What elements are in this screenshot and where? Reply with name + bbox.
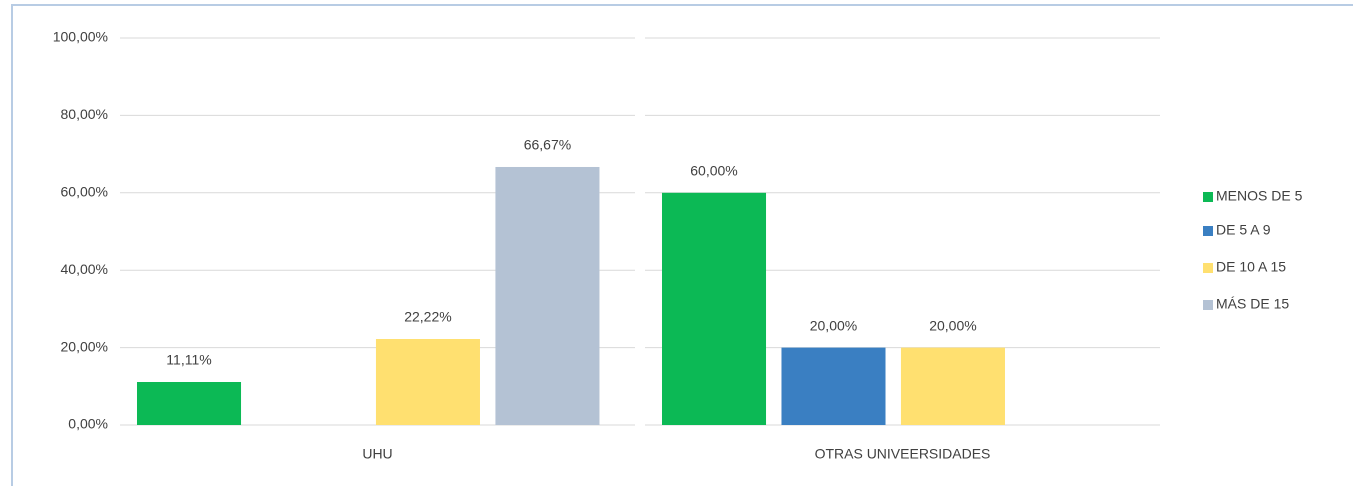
x-tick-label: UHU [362,446,392,462]
data-label: 66,67% [524,137,571,153]
bar [900,347,1005,425]
y-tick-label: 60,00% [61,184,108,200]
y-tick-label: 40,00% [61,261,108,277]
legend-label: MENOS DE 5 [1216,188,1303,204]
bar [495,166,600,425]
legend-swatch [1203,192,1213,202]
legend-swatch [1203,263,1213,273]
y-tick-label: 80,00% [61,106,108,122]
legend-label: MÁS DE 15 [1216,296,1289,312]
x-tick-label: OTRAS UNIVEERSIDADES [815,446,991,462]
legend-label: DE 5 A 9 [1216,222,1271,238]
y-tick-label: 100,00% [53,29,108,45]
data-label: 11,11% [166,352,211,368]
bar [375,339,480,425]
legend-swatch [1203,300,1213,310]
bar [781,347,886,425]
data-label: 20,00% [929,317,976,333]
bar [136,382,242,425]
y-tick-label: 20,00% [61,338,108,354]
data-label: 22,22% [404,309,451,325]
data-label: 20,00% [810,317,857,333]
y-tick-label: 0,00% [68,416,108,432]
frame [11,4,1353,486]
legend-label: DE 10 A 15 [1216,259,1286,275]
legend-swatch [1203,226,1213,236]
data-label: 60,00% [690,163,737,179]
bar [661,192,767,425]
